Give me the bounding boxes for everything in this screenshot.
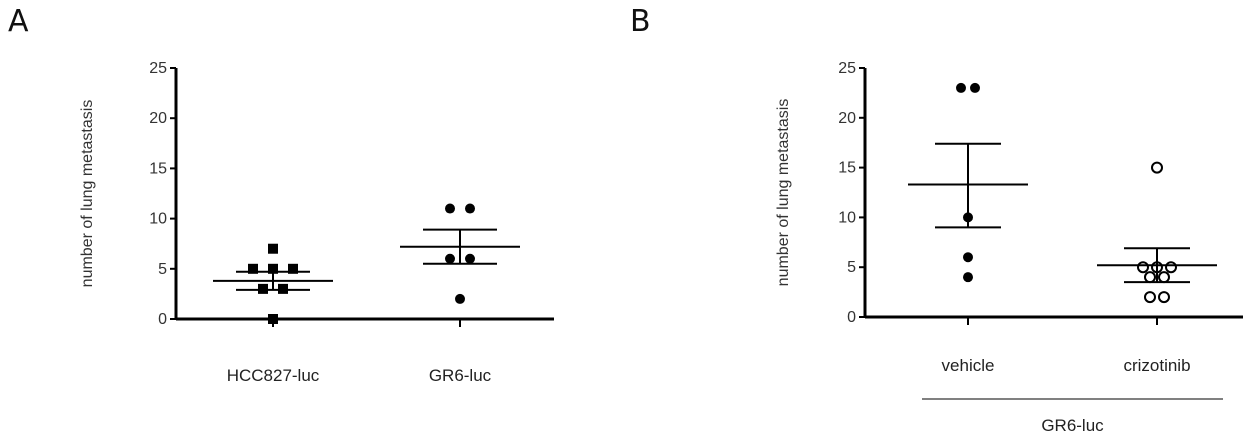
y-tick-label: 10 bbox=[149, 211, 167, 228]
data-point bbox=[963, 252, 973, 263]
data-point bbox=[278, 283, 288, 294]
chart-b-svg: 0 5 10 15 20 25 number of lung metastasis vehic… bbox=[775, 60, 1243, 435]
y-tick-label: 25 bbox=[149, 60, 167, 77]
category-label: vehicle bbox=[942, 356, 995, 375]
data-point bbox=[455, 293, 465, 304]
y-axis-title: number of lung metastasis bbox=[79, 100, 96, 288]
data-point bbox=[248, 263, 258, 274]
y-tick-label: 5 bbox=[847, 259, 856, 276]
data-point bbox=[288, 263, 298, 274]
data-point bbox=[258, 283, 268, 294]
y-axis-title: number of lung metastasis bbox=[775, 99, 792, 287]
category-label: crizotinib bbox=[1123, 356, 1190, 375]
data-point bbox=[1144, 291, 1156, 304]
data-point bbox=[1165, 261, 1177, 274]
data-point bbox=[465, 203, 475, 214]
category-label: GR6-luc bbox=[429, 366, 492, 385]
y-tick-label: 15 bbox=[149, 160, 167, 177]
data-point bbox=[963, 272, 973, 283]
y-tick-label: 0 bbox=[847, 309, 856, 326]
y-tick-label: 10 bbox=[838, 209, 856, 226]
y-tick-label: 5 bbox=[158, 261, 167, 278]
data-point bbox=[268, 314, 278, 324]
data-point bbox=[445, 203, 455, 214]
data-point bbox=[1137, 261, 1149, 274]
group-label: GR6-luc bbox=[1041, 416, 1104, 435]
data-point bbox=[956, 82, 966, 93]
panel-letter-b: B bbox=[630, 4, 651, 39]
panel-letter-a: A bbox=[8, 4, 29, 39]
chart-panel-b: B 0 5 10 15 20 25 number of lung metastasis veh… bbox=[620, 0, 1248, 441]
y-tick-label: 20 bbox=[838, 110, 856, 127]
data-point bbox=[1151, 161, 1163, 174]
data-point bbox=[1144, 271, 1156, 284]
data-point bbox=[1158, 291, 1170, 304]
chart-panel-a: A 0 5 10 15 20 25 number of lung metastasis HCC… bbox=[0, 0, 620, 441]
y-tick-label: 15 bbox=[838, 160, 856, 177]
data-point bbox=[268, 243, 278, 254]
y-tick-label: 25 bbox=[838, 60, 856, 77]
data-point bbox=[1158, 271, 1170, 284]
y-tick-label: 0 bbox=[158, 311, 167, 328]
category-label: HCC827-luc bbox=[227, 366, 320, 385]
data-point bbox=[445, 253, 455, 264]
y-tick-label: 20 bbox=[149, 110, 167, 127]
data-point bbox=[268, 263, 278, 274]
chart-a-svg: 0 5 10 15 20 25 number of lung metastasis HCC82… bbox=[79, 60, 554, 385]
data-point bbox=[465, 253, 475, 264]
data-point bbox=[970, 82, 980, 93]
